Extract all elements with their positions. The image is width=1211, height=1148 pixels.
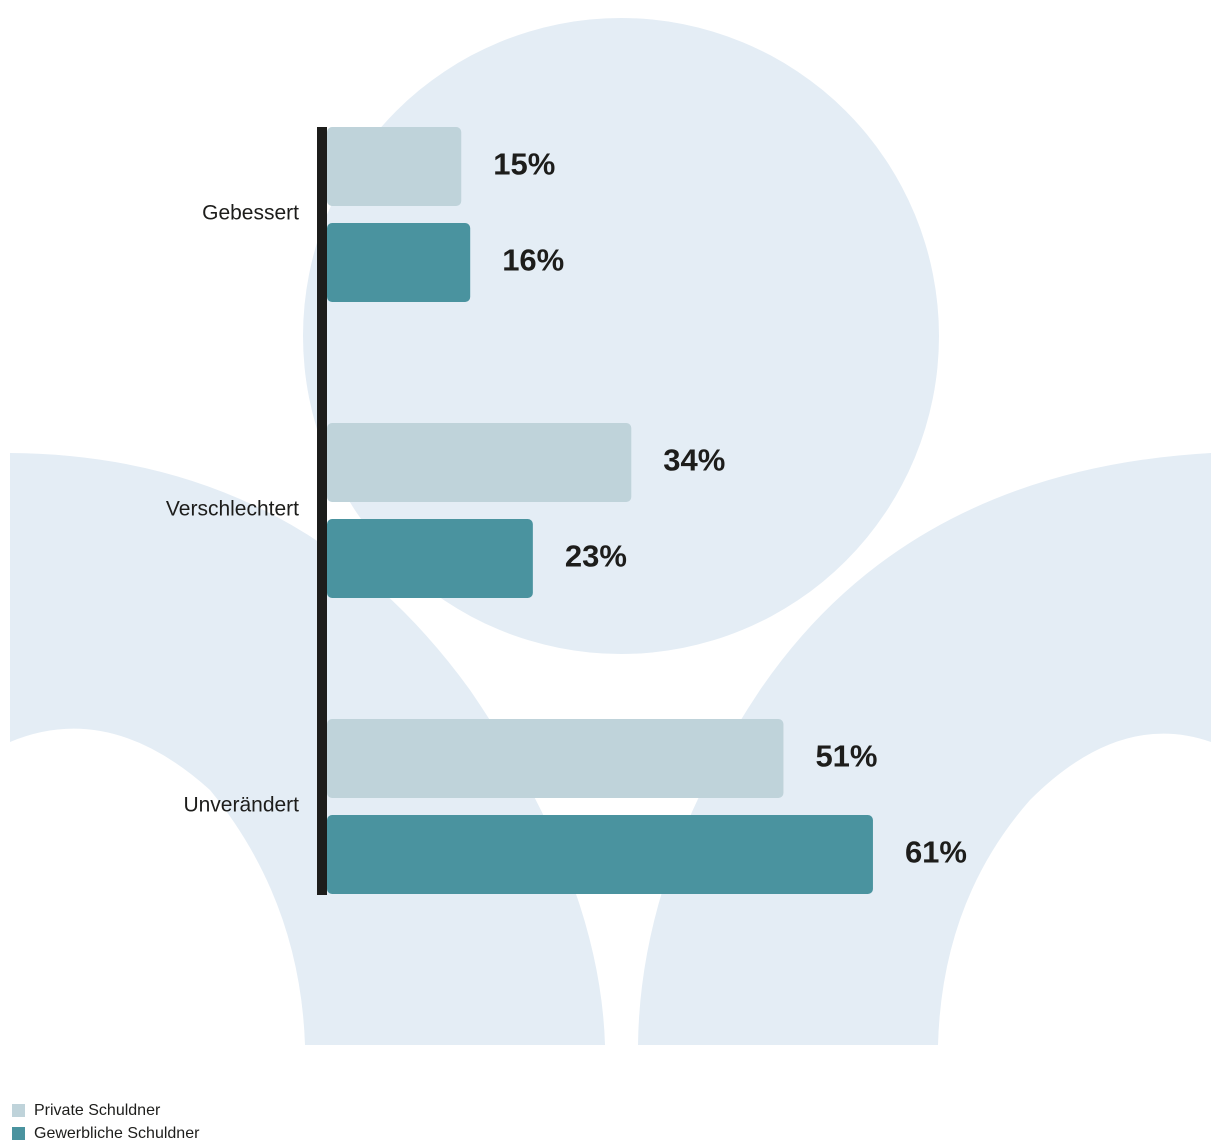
- value-label: 16%: [502, 243, 564, 278]
- value-label: 51%: [815, 739, 877, 774]
- value-label: 23%: [565, 539, 627, 574]
- bar: [327, 127, 462, 206]
- value-label: 34%: [663, 443, 725, 478]
- category-label: Unverändert: [183, 794, 299, 817]
- bg-arch-left: [10, 453, 605, 1045]
- bar: [327, 223, 471, 302]
- bar: [327, 719, 784, 798]
- bar: [327, 815, 873, 894]
- legend-swatch: [12, 1127, 25, 1140]
- legend-label: Private Schuldner: [34, 1102, 161, 1119]
- value-label: 15%: [493, 147, 555, 182]
- legend-label: Gewerbliche Schuldner: [34, 1125, 200, 1142]
- category-label: Verschlechtert: [166, 498, 299, 521]
- category-label: Gebessert: [202, 202, 299, 225]
- bar: [327, 519, 533, 598]
- value-label: 61%: [905, 835, 967, 870]
- axis-line: [317, 127, 327, 895]
- bar: [327, 423, 632, 502]
- bg-arch-right: [638, 453, 1211, 1045]
- legend-swatch: [12, 1104, 25, 1117]
